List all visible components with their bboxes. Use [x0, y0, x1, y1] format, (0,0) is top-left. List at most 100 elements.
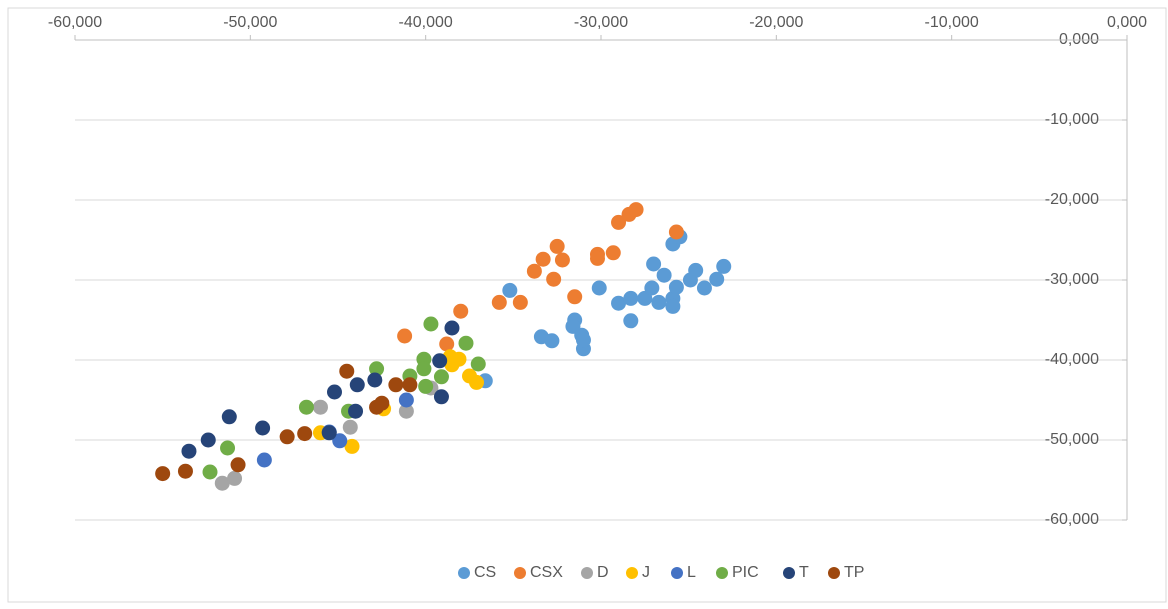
point [432, 353, 448, 369]
point [611, 214, 627, 230]
point [623, 313, 639, 329]
legend-marker [626, 567, 638, 579]
point [546, 271, 562, 287]
point [469, 374, 485, 390]
point [388, 377, 404, 393]
point [397, 328, 413, 344]
point [349, 377, 365, 393]
point [544, 333, 560, 349]
x-tick-label: -20,000 [749, 14, 803, 31]
point [526, 263, 542, 279]
legend-label: D [597, 564, 609, 581]
y-tick-label: -20,000 [1045, 191, 1099, 208]
point [575, 332, 591, 348]
point [611, 295, 627, 311]
point [297, 426, 313, 442]
point [230, 457, 246, 473]
legend-marker [716, 567, 728, 579]
point [416, 361, 432, 377]
point [321, 425, 337, 441]
point [535, 251, 551, 267]
point [418, 378, 434, 394]
point [668, 279, 684, 295]
legend-label: L [687, 564, 696, 581]
x-tick-label: -10,000 [925, 14, 979, 31]
legend-marker [671, 567, 683, 579]
x-tick-label: -60,000 [48, 14, 102, 31]
point [716, 258, 732, 274]
legend-marker [458, 567, 470, 579]
point [644, 280, 660, 296]
point [628, 202, 644, 218]
legend-label: CS [474, 564, 496, 581]
point [332, 433, 348, 449]
point [709, 271, 725, 287]
x-tick-label: 0,000 [1107, 14, 1147, 31]
point [605, 245, 621, 261]
y-tick-label: -50,000 [1045, 431, 1099, 448]
point [298, 399, 314, 415]
point [502, 282, 518, 298]
point [444, 357, 460, 373]
point [214, 475, 230, 491]
point [668, 224, 684, 240]
point [339, 363, 355, 379]
point [656, 267, 672, 283]
point [589, 250, 605, 266]
legend-label: T [799, 564, 809, 581]
legend-marker [581, 567, 593, 579]
point [696, 280, 712, 296]
point [369, 361, 385, 377]
legend-label: TP [844, 564, 864, 581]
chart-border [7, 7, 1167, 603]
point [312, 399, 328, 415]
point [202, 464, 218, 480]
point [344, 438, 360, 454]
x-tick-label: -50,000 [223, 14, 277, 31]
point [651, 294, 667, 310]
point [470, 356, 486, 372]
point [398, 392, 414, 408]
point [177, 463, 193, 479]
point [326, 384, 342, 400]
point [433, 389, 449, 405]
point [374, 395, 390, 411]
y-tick-label: -10,000 [1045, 111, 1099, 128]
y-tick-label: -40,000 [1045, 351, 1099, 368]
point [423, 316, 439, 332]
point [623, 290, 639, 306]
point [688, 262, 704, 278]
point [220, 440, 236, 456]
point [402, 377, 418, 393]
point [255, 420, 271, 436]
point [342, 419, 358, 435]
legend-marker [783, 567, 795, 579]
point [279, 429, 295, 445]
point [398, 403, 414, 419]
point [227, 470, 243, 486]
point [444, 320, 460, 336]
point [512, 294, 528, 310]
point [453, 303, 469, 319]
legend-label: J [642, 564, 650, 581]
y-tick-label: -30,000 [1045, 271, 1099, 288]
point [200, 432, 216, 448]
point [665, 298, 681, 314]
legend-label: PIC [732, 564, 759, 581]
legend-marker [828, 567, 840, 579]
x-tick-label: -30,000 [574, 14, 628, 31]
point [155, 466, 171, 482]
point [433, 369, 449, 385]
point [181, 443, 197, 459]
point [256, 452, 272, 468]
x-tick-label: -40,000 [399, 14, 453, 31]
point [367, 372, 383, 388]
point [567, 289, 583, 305]
point [554, 252, 570, 268]
point [565, 318, 581, 334]
legend-label: CSX [530, 564, 563, 581]
point [549, 238, 565, 254]
point [646, 256, 662, 272]
point [491, 294, 507, 310]
